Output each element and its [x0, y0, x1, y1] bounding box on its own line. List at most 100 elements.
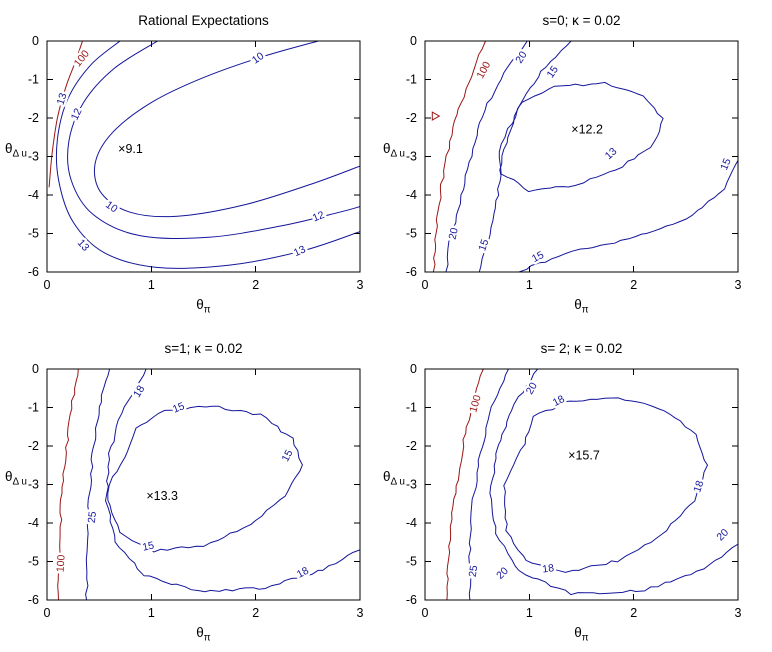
x-tick-label: 2 [252, 278, 259, 292]
plot-title: s=1; κ = 0.02 [164, 341, 243, 356]
y-tick-label: -4 [28, 516, 39, 530]
svg-text:100: 100 [55, 554, 68, 572]
svg-text:12: 12 [311, 209, 326, 225]
plot-title: s= 2; κ = 0.02 [540, 341, 623, 356]
x-tick-label: 2 [630, 278, 637, 292]
x-axis-label-base: θ [574, 297, 582, 312]
contour-line-18 [104, 369, 360, 593]
svg-text:25: 25 [467, 564, 481, 577]
y-axis-label-base: θ [5, 140, 13, 156]
x-axis-label: θπ [425, 625, 738, 644]
y-tick-label: -3 [28, 478, 39, 492]
y-tick-label: 0 [32, 362, 39, 376]
contour-label: 20 [511, 47, 532, 68]
contour-label: 13 [600, 143, 622, 165]
axes-frame [46, 368, 361, 601]
contour-label: 15 [169, 398, 189, 419]
min-value-label: ×12.2 [571, 123, 603, 137]
y-tick-label: -6 [406, 593, 417, 607]
contour-label: 100 [69, 45, 94, 71]
y-axis-label-sub: Δ u [390, 148, 405, 160]
contour-line-15 [478, 41, 572, 272]
svg-text:20: 20 [447, 226, 461, 240]
y-axis-label-base: θ [383, 140, 391, 156]
svg-text:18: 18 [131, 383, 147, 399]
y-tick-label: -5 [406, 555, 417, 569]
x-axis-label: θπ [425, 297, 738, 316]
svg-text:18: 18 [691, 479, 706, 494]
contour-line-13 [498, 81, 664, 193]
x-axis-label-sub: π [203, 632, 211, 644]
y-axis-label: θΔ u [5, 141, 27, 160]
x-tick-label: 0 [44, 278, 51, 292]
y-tick-label: -4 [406, 516, 417, 530]
y-axis-label: θΔ u [383, 141, 405, 160]
contour-label: 100 [465, 391, 486, 416]
contour-line-100 [48, 41, 83, 188]
svg-text:15: 15 [171, 400, 186, 416]
contour-label: 18 [548, 390, 569, 411]
x-tick-label: 0 [44, 606, 51, 620]
contour-line-100 [57, 369, 79, 600]
y-tick-label: -2 [28, 439, 39, 453]
y-tick-label: -1 [406, 401, 417, 415]
contour-label: 10 [247, 47, 269, 69]
y-axis-label-base: θ [383, 468, 391, 484]
contour-label: 20 [521, 378, 542, 399]
contour-label: 100 [472, 57, 496, 83]
contour-label: 18 [129, 381, 150, 402]
y-tick-label: -6 [406, 265, 417, 279]
y-axis-label: θΔ u [383, 469, 405, 488]
y-tick-label: -2 [406, 439, 417, 453]
x-tick-label: 2 [630, 606, 637, 620]
contour-line-18 [503, 397, 709, 573]
svg-text:15: 15 [141, 539, 155, 553]
x-tick-label: 3 [357, 606, 364, 620]
svg-text:18: 18 [542, 562, 555, 576]
svg-text:20: 20 [513, 49, 529, 65]
contour-label: 20 [492, 562, 514, 584]
plot-title: Rational Expectations [138, 13, 269, 28]
contour-line-15 [518, 160, 738, 272]
x-axis-label-sub: π [203, 304, 211, 316]
x-tick-label: 2 [252, 606, 259, 620]
triangle-marker-icon [431, 111, 441, 121]
min-value-label: ×13.3 [146, 489, 178, 503]
min-value-label: ×9.1 [118, 142, 143, 156]
svg-text:10: 10 [103, 199, 120, 216]
y-tick-label: 0 [410, 362, 417, 376]
axes-frame [46, 40, 361, 273]
svg-text:100: 100 [474, 59, 493, 80]
y-axis-label: θΔ u [5, 469, 27, 488]
y-axis-label-sub: Δ u [12, 476, 27, 488]
y-tick-label: -1 [28, 73, 39, 87]
contour-line-20 [445, 41, 528, 272]
subplot-s0: s=0; κ = 0.02 θΔ u 100 20 20 15 15 15 15 13 ×12.… [383, 13, 742, 316]
x-axis-label-base: θ [196, 297, 204, 312]
x-tick-label: 3 [735, 606, 742, 620]
axes-frame [424, 368, 739, 601]
y-tick-label: -6 [28, 593, 39, 607]
y-tick-label: -3 [28, 150, 39, 164]
x-axis-label-base: θ [574, 625, 582, 640]
axis-ticks [46, 368, 361, 601]
y-tick-label: -1 [28, 401, 39, 415]
x-tick-label: 1 [148, 606, 155, 620]
contour-label: 15 [139, 537, 158, 556]
contour-label: 13 [289, 241, 310, 262]
contour-label: 18 [689, 476, 709, 496]
contour-label: 25 [464, 562, 483, 580]
svg-text:20: 20 [524, 380, 540, 396]
y-tick-label: -2 [28, 111, 39, 125]
svg-text:100: 100 [72, 48, 92, 69]
axes-frame [424, 40, 739, 273]
x-axis-label-sub: π [581, 632, 589, 644]
contour-line-15 [107, 405, 303, 553]
y-tick-label: -2 [406, 111, 417, 125]
svg-text:25: 25 [86, 511, 99, 524]
svg-text:12: 12 [69, 106, 85, 122]
